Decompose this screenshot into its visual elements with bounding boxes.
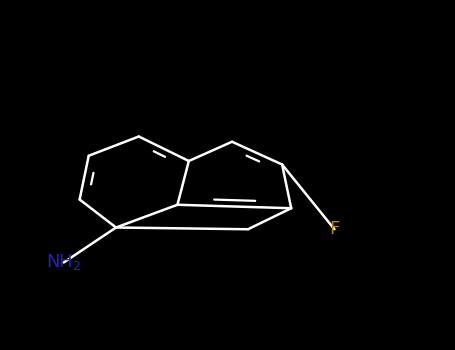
- Text: F: F: [329, 220, 339, 238]
- Text: NH$_2$: NH$_2$: [46, 252, 81, 273]
